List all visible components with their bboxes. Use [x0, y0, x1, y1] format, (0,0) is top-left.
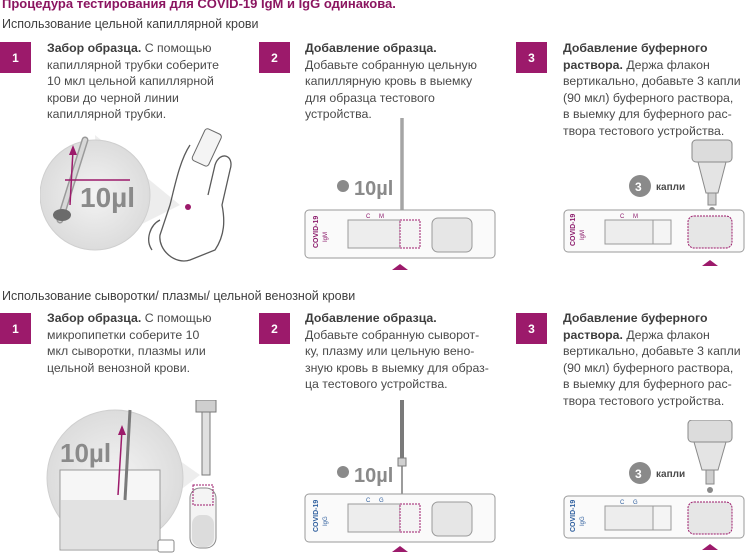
- step-badge: 3: [516, 42, 547, 73]
- step-description: Добавление буферного раствора. Держа фла…: [563, 311, 741, 408]
- step-description: Забор образца. С помощью капиллярной тру…: [47, 41, 220, 121]
- cassette-type: IgG: [580, 516, 586, 526]
- section-title-serum: Использование сыворотки/ плазмы/ цельной…: [2, 289, 356, 303]
- marker-label: M: [633, 214, 638, 220]
- step-badge: 1: [0, 42, 31, 73]
- cassette-type: IgG: [323, 516, 329, 526]
- page-title: Процедура тестирования для COVID-19 IgM …: [2, 0, 396, 11]
- marker-label: C: [620, 500, 625, 506]
- cassette-brand: COVID-19: [570, 214, 577, 246]
- volume-label: 10µl: [354, 178, 393, 200]
- cassette-brand: COVID-19: [570, 500, 577, 532]
- volume-label: 10µl: [60, 438, 111, 468]
- volume-label: 10µl: [80, 182, 135, 213]
- step-badge: 2: [259, 42, 290, 73]
- step-badge: 3: [516, 313, 547, 344]
- buffer-add-illustration: 3 капли COVID-19 IgG C G: [563, 420, 745, 550]
- marker-label: C: [366, 214, 371, 220]
- drops-count: 3: [635, 180, 642, 194]
- step-description: Добавление буферного раствора. Держа фла…: [563, 41, 741, 138]
- drops-label: капли: [656, 182, 685, 193]
- section-title-capillary: Использование цельной капиллярной крови: [2, 17, 259, 31]
- step-badge: 1: [0, 313, 31, 344]
- marker-label: C: [366, 498, 371, 504]
- cassette-brand: COVID-19: [313, 216, 320, 248]
- step-description: Добавление образца. Добавьте собранную ц…: [305, 41, 477, 121]
- step-description: Добавление образца. Добавьте собранную с…: [305, 311, 489, 391]
- step-badge: 2: [259, 313, 290, 344]
- capillary-collection-illustration: 10µl: [40, 128, 232, 262]
- micropipette-collection-illustration: 10µl: [46, 400, 217, 553]
- drops-count: 3: [635, 467, 642, 481]
- volume-label: 10µl: [354, 465, 393, 487]
- cassette-type: IgM: [580, 230, 586, 240]
- marker-label: M: [379, 214, 384, 220]
- sample-add-illustration: 10µl COVID-19 IgG C G: [304, 400, 496, 552]
- marker-label: G: [379, 498, 384, 504]
- cassette-brand: COVID-19: [313, 500, 320, 532]
- step-description: Забор образца. С помощью микропипетки со…: [47, 311, 212, 375]
- sample-add-illustration: 10µl COVID-19 IgM C M: [304, 118, 496, 270]
- drops-label: капли: [656, 469, 685, 480]
- marker-label: G: [633, 500, 638, 506]
- cassette-type: IgM: [323, 232, 329, 242]
- buffer-add-illustration: 3 капли COVID-19 IgM C M: [563, 139, 745, 266]
- marker-label: C: [620, 214, 625, 220]
